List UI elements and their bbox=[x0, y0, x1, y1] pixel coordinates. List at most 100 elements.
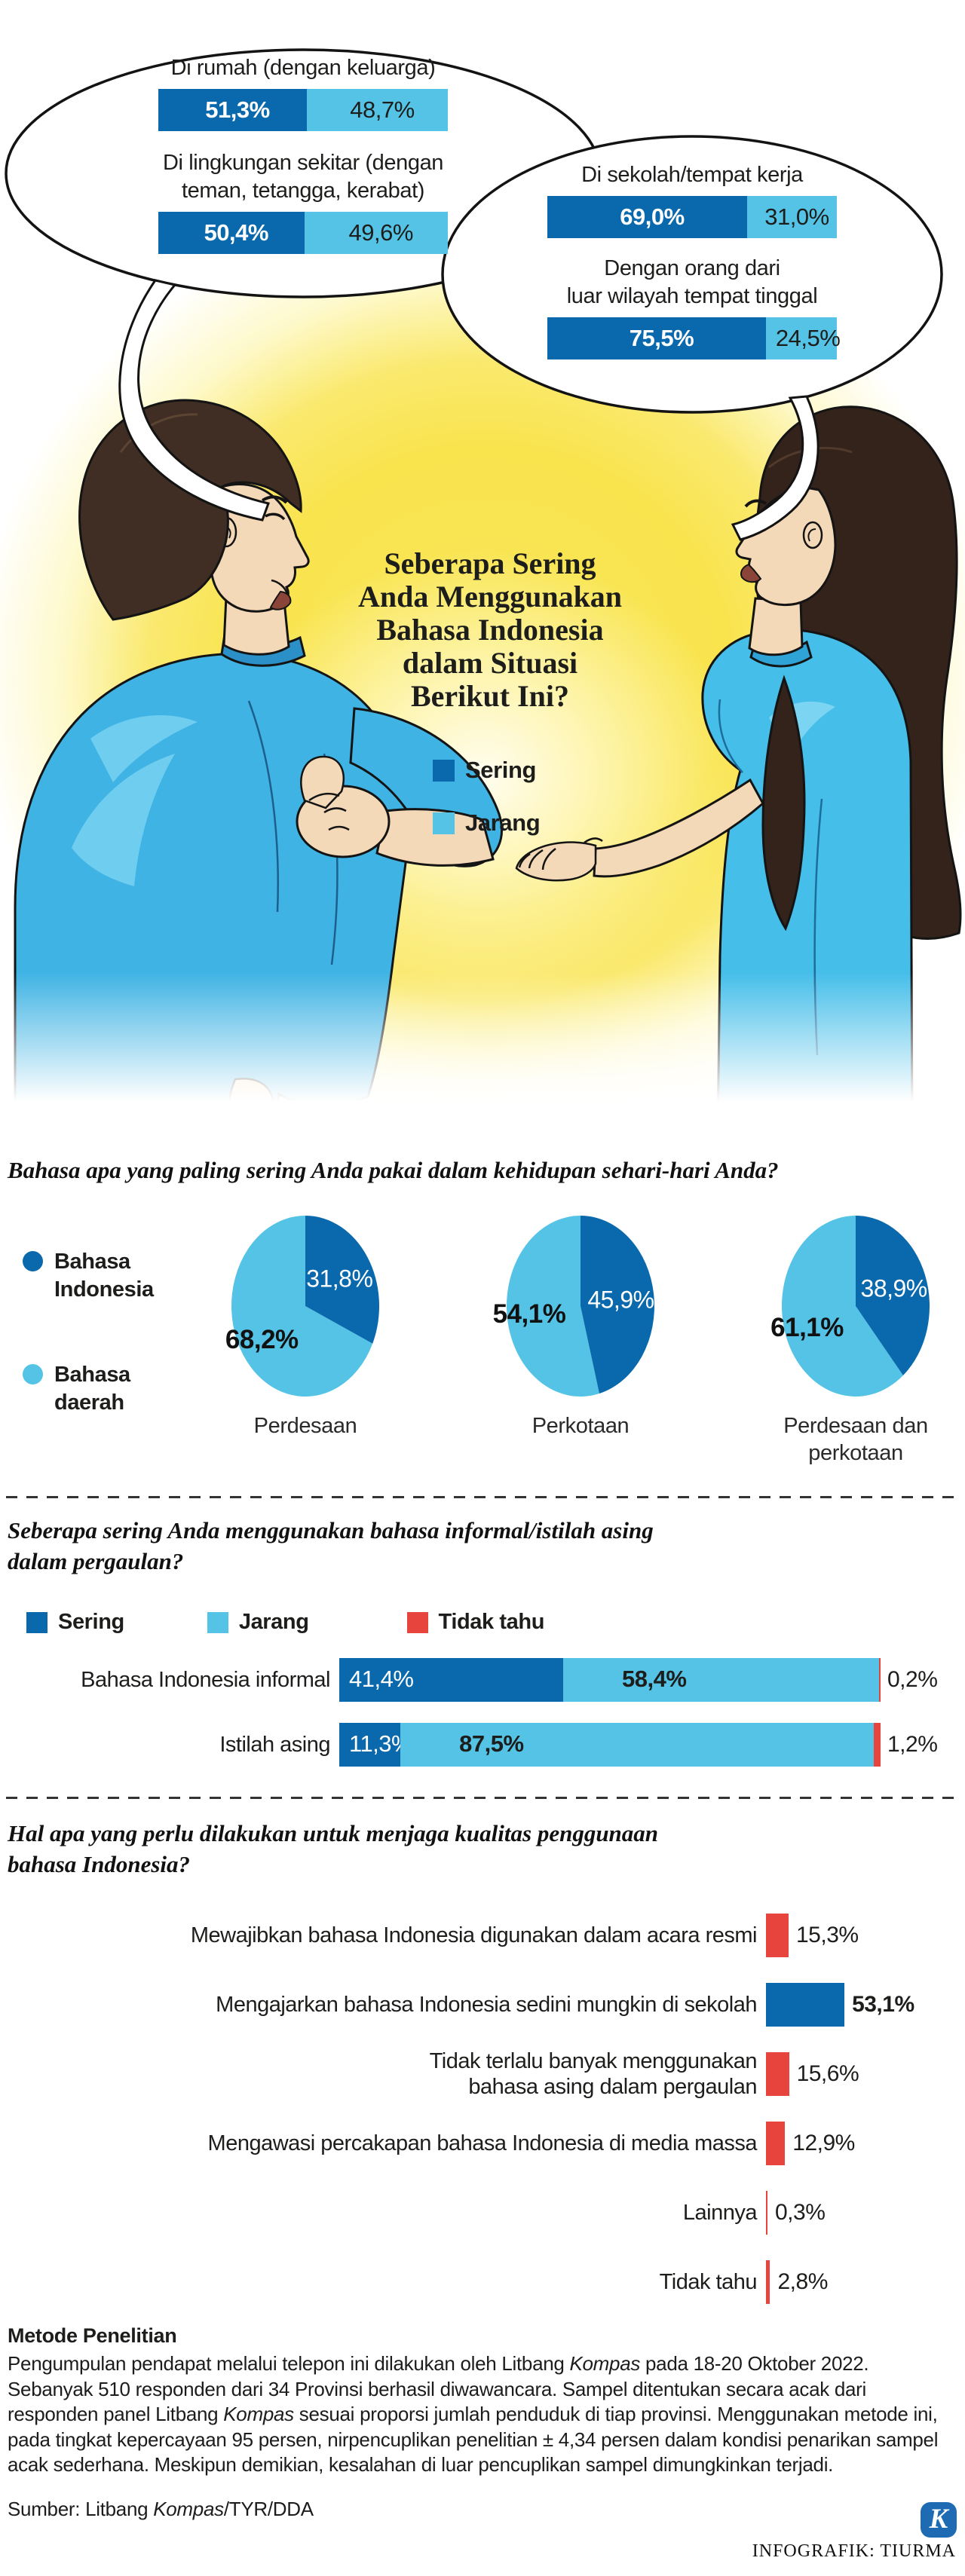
right-bubble-tail bbox=[731, 395, 819, 541]
legend-item-jarang: Jarang bbox=[207, 1610, 309, 1635]
stacked-bar: 50,4% 49,6% bbox=[158, 212, 448, 254]
row-label: Bahasa Indonesia informal bbox=[81, 1667, 330, 1692]
pie-caption: Perkotaan bbox=[532, 1414, 630, 1438]
legend-label: Jarang bbox=[238, 1610, 309, 1634]
bar-row: Tidak tahu 2,8% bbox=[0, 2260, 965, 2304]
stacked-bar-row: Bahasa Indonesia informal 41,4% 58,4% 0,… bbox=[0, 1658, 965, 1702]
sering-color-swatch bbox=[26, 1611, 47, 1633]
source-line: Sumber: Litbang Kompas/TYR/DDA bbox=[8, 2498, 314, 2521]
jarang-color-swatch bbox=[207, 1611, 228, 1633]
bar-value: 15,6% bbox=[796, 2061, 859, 2086]
tidak-tahu-segment bbox=[874, 1723, 881, 1767]
pie-legend-bahasa-daerah: Bahasa daerah bbox=[23, 1361, 130, 1417]
jarang-segment: 58,4% bbox=[563, 1658, 879, 1702]
text-segment: pada 18-20 Oktober 2022. Sebanyak 510 re… bbox=[8, 2352, 869, 2425]
jarang-segment: 49,6% bbox=[304, 212, 448, 254]
pie-legend-bahasa-indonesia: Bahasa Indonesia bbox=[23, 1248, 154, 1304]
bar-row: Tidak terlalu banyak menggunakan bahasa a… bbox=[0, 2049, 965, 2099]
right-bubble-content: Di sekolah/tempat kerja 69,0% 31,0% Deng… bbox=[447, 161, 937, 359]
stacked-bar: 69,0% 31,0% bbox=[547, 196, 837, 238]
bar-value: 0,3% bbox=[775, 2200, 826, 2225]
bar-title: Dengan orang dari luar wilayah tempat ti… bbox=[566, 256, 818, 308]
infographic-credit: INFOGRAFIK: TIURMA bbox=[752, 2541, 956, 2561]
legend-label: Jarang bbox=[465, 809, 541, 836]
bahasa-indonesia-color-dot bbox=[23, 1251, 43, 1271]
bottom-fade-overlay bbox=[0, 972, 965, 1138]
section3-title: Seberapa sering Anda menggunakan bahasa … bbox=[8, 1517, 654, 1574]
pie-slice-bahasa-daerah bbox=[782, 1216, 903, 1397]
row-label: Tidak terlalu banyak menggunakan bahasa a… bbox=[429, 2049, 758, 2099]
method-title: Metode Penelitian bbox=[8, 2324, 177, 2347]
bahasa-daerah-color-dot bbox=[23, 1364, 43, 1384]
row-label: Istilah asing bbox=[219, 1732, 330, 1757]
row-label: Lainnya bbox=[682, 2201, 758, 2225]
bar-value: 12,9% bbox=[792, 2131, 855, 2155]
bar-value: 15,3% bbox=[795, 1923, 859, 1947]
pie-value-bahasa-indonesia: 45,9% bbox=[587, 1286, 654, 1314]
bar-title: Di lingkungan sekitar (dengan teman, tet… bbox=[162, 151, 444, 203]
text-segment: Kompas bbox=[153, 2498, 224, 2520]
pie-caption: Perdesaan bbox=[253, 1414, 357, 1438]
pie-slice-bahasa-indonesia bbox=[305, 1216, 379, 1344]
sering-segment: 50,4% bbox=[158, 212, 305, 254]
section2-title: Bahasa apa yang paling sering Anda pakai… bbox=[8, 1157, 779, 1183]
bar-title: Di sekolah/tempat kerja bbox=[581, 163, 803, 187]
legend-label: Bahasa daerah bbox=[54, 1363, 130, 1415]
bar bbox=[766, 2191, 767, 2235]
dashed-divider bbox=[6, 1496, 959, 1498]
pie-slice-bahasa-daerah bbox=[507, 1216, 599, 1397]
sering-color-swatch bbox=[433, 759, 455, 782]
section3-legend: Sering Jarang Tidak tahu bbox=[26, 1610, 544, 1635]
bar bbox=[766, 1914, 789, 1957]
legend-item-jarang: Jarang bbox=[433, 809, 541, 837]
sering-segment: 41,4% bbox=[339, 1658, 564, 1702]
tidak-tahu-segment bbox=[879, 1658, 881, 1702]
sering-segment: 11,3% bbox=[339, 1723, 412, 1767]
row-label: Mengajarkan bahasa Indonesia sedini mung… bbox=[216, 1993, 757, 2017]
bar bbox=[766, 2052, 789, 2096]
stacked-bar-row: Istilah asing 11,3% 87,5% 1,2% bbox=[0, 1723, 965, 1767]
tidak-tahu-color-swatch bbox=[406, 1611, 428, 1633]
row-label: Mewajibkan bahasa Indonesia digunakan da… bbox=[190, 1923, 758, 1947]
left-bubble-content: Di rumah (dengan keluarga) 51,3% 48,7% D… bbox=[58, 54, 548, 254]
outside-value: 0,2% bbox=[887, 1667, 938, 1692]
stacked-bar: 75,5% 24,5% bbox=[547, 317, 841, 359]
kompas-logo-letter: K bbox=[929, 2504, 948, 2535]
pie-chart-perkotaan: 45,9% 54,1% bbox=[493, 1216, 654, 1397]
jarang-segment: 87,5% bbox=[400, 1723, 875, 1767]
bar-row: Mengajarkan bahasa Indonesia sedini mung… bbox=[0, 1983, 965, 2027]
outside-value: 1,2% bbox=[887, 1732, 938, 1757]
bar-row: Mengawasi percakapan bahasa Indonesia di… bbox=[0, 2122, 965, 2165]
pie-value-bahasa-indonesia: 31,8% bbox=[306, 1265, 373, 1293]
legend-label: Sering bbox=[58, 1610, 124, 1634]
text-segment: Kompas bbox=[569, 2352, 641, 2375]
bar-row: Mewajibkan bahasa Indonesia digunakan da… bbox=[0, 1914, 965, 1957]
bar-row: Lainnya 0,3% bbox=[0, 2191, 965, 2235]
pie-slice-bahasa-daerah bbox=[231, 1216, 373, 1397]
text-segment: sesuai proporsi jumlah penduduk di tiap … bbox=[8, 2403, 939, 2476]
legend-item-sering: Sering bbox=[433, 757, 540, 784]
legend-label: Bahasa Indonesia bbox=[54, 1250, 154, 1302]
stacked-bar: 41,4% 58,4% bbox=[339, 1658, 881, 1702]
jarang-segment: 24,5% bbox=[765, 317, 841, 359]
main-legend: Sering Jarang bbox=[433, 757, 541, 862]
pie-chart-perdesaan: 31,8% 68,2% bbox=[225, 1216, 379, 1397]
sering-segment: 51,3% bbox=[158, 89, 307, 131]
pie-value-bahasa-daerah: 68,2% bbox=[225, 1325, 299, 1355]
pie-slice-bahasa-indonesia bbox=[581, 1216, 654, 1394]
sering-segment: 69,0% bbox=[547, 196, 747, 238]
text-segment: Sumber: Litbang bbox=[8, 2498, 154, 2520]
legend-item-tidak-tahu: Tidak tahu bbox=[406, 1610, 544, 1635]
main-question-title: Seberapa Sering Anda Menggunakan Bahasa … bbox=[357, 546, 623, 713]
jarang-segment: 48,7% bbox=[306, 89, 448, 131]
jarang-segment: 31,0% bbox=[746, 196, 837, 238]
row-label: Tidak tahu bbox=[659, 2270, 758, 2294]
section4-title: Hal apa yang perlu dilakukan untuk menja… bbox=[8, 1820, 659, 1877]
jarang-color-swatch bbox=[433, 812, 455, 834]
stacked-bar: 11,3% 87,5% bbox=[339, 1723, 881, 1767]
sering-segment: 75,5% bbox=[547, 317, 766, 359]
bar-value: 2,8% bbox=[777, 2269, 828, 2294]
pie-value-bahasa-indonesia: 38,9% bbox=[860, 1274, 928, 1302]
bar-value: 53,1% bbox=[852, 1992, 914, 2017]
